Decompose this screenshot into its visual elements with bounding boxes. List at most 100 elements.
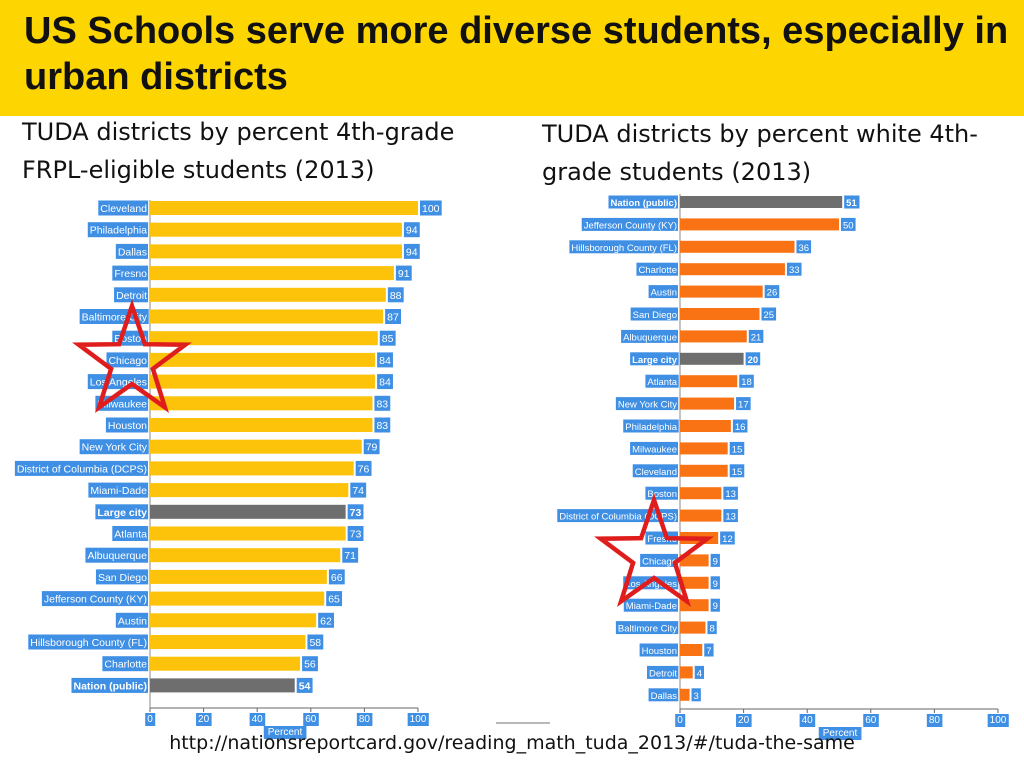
right-bar-charlotte <box>680 263 785 276</box>
left-label-bg-dallas <box>115 243 148 259</box>
left-value-bg-detroit <box>387 287 404 303</box>
right-value-bg-jefferson-county-ky <box>841 217 856 231</box>
right-bar-new-york-city <box>680 397 735 410</box>
right-value-hillsborough-county-fl: 36 <box>798 243 809 254</box>
right-bar-dallas <box>680 688 690 701</box>
left-label-jefferson-county-ky: Jefferson County (KY) <box>44 594 147 606</box>
star-annotation-left <box>72 298 192 413</box>
left-value-bg-charlotte <box>302 656 318 672</box>
right-bar-cleveland <box>680 464 728 477</box>
left-bar-cleveland <box>150 201 418 215</box>
left-value-detroit: 88 <box>390 290 402 302</box>
left-value-los-angeles: 84 <box>379 377 391 389</box>
left-label-bg-large-city <box>95 504 149 520</box>
left-tick-label-0: 0 <box>147 714 153 725</box>
right-x-axis-title-bg <box>818 727 862 740</box>
right-tick-bg-40 <box>799 714 816 727</box>
right-tick-label-60: 60 <box>865 715 877 726</box>
right-value-albuquerque: 21 <box>751 332 762 343</box>
right-label-los-angeles: Los Angeles <box>625 579 677 590</box>
right-bar-atlanta <box>680 375 738 388</box>
right-chart-title: TUDA districts by percent white 4th-grad… <box>542 120 978 186</box>
right-label-bg-dallas <box>648 688 679 702</box>
right-bar-hillsborough-county-fl <box>680 240 795 253</box>
left-label-district-of-columbia-dcps: District of Columbia (DCPS) <box>17 463 147 475</box>
right-value-fresno: 12 <box>722 534 733 545</box>
right-label-philadelphia: Philadelphia <box>625 422 677 433</box>
left-value-san-diego: 66 <box>331 572 343 584</box>
right-tick-bg-0 <box>675 714 686 727</box>
right-value-cleveland: 15 <box>732 467 743 478</box>
right-label-miami-dade: Miami-Dade <box>626 601 677 612</box>
right-bar-albuquerque <box>680 330 747 343</box>
left-bar-large-city <box>150 504 346 519</box>
right-label-bg-austin <box>648 285 678 299</box>
left-value-milwaukee: 83 <box>376 398 388 410</box>
right-label-detroit: Detroit <box>649 668 677 679</box>
left-value-philadelphia: 94 <box>406 225 418 237</box>
left-label-bg-detroit <box>114 287 149 303</box>
right-value-bg-philadelphia <box>732 419 748 433</box>
left-bar-jefferson-county-ky <box>150 591 325 606</box>
left-value-bg-hillsborough-county-fl <box>307 634 324 650</box>
right-value-bg-fresno <box>720 531 735 545</box>
right-value-bg-large-city <box>745 352 761 366</box>
right-bar-nation-public <box>680 196 843 208</box>
right-label-new-york-city: New York City <box>618 400 677 411</box>
left-value-chicago: 84 <box>379 355 391 367</box>
left-bar-nation-public <box>150 678 295 693</box>
right-value-houston: 7 <box>706 646 711 657</box>
left-value-district-of-columbia-dcps: 76 <box>358 463 370 475</box>
right-label-bg-albuquerque <box>621 329 678 343</box>
right-value-bg-atlanta <box>739 374 754 388</box>
right-value-district-of-columbia-dcps: 13 <box>725 512 736 523</box>
left-tick-bg-60 <box>303 713 319 726</box>
right-label-bg-miami-dade <box>623 598 678 612</box>
right-label-bg-milwaukee <box>630 441 678 455</box>
left-bar-fresno <box>150 266 394 281</box>
right-label-jefferson-county-ky: Jefferson County (KY) <box>584 220 677 231</box>
right-value-atlanta: 18 <box>741 377 752 388</box>
right-label-bg-chicago <box>640 553 678 567</box>
right-bar-philadelphia <box>680 420 731 432</box>
left-value-charlotte: 56 <box>304 659 316 671</box>
right-bar-milwaukee <box>680 442 728 455</box>
left-bar-houston <box>150 418 373 432</box>
left-label-austin: Austin <box>118 615 147 627</box>
right-value-bg-baltimore-city <box>707 621 717 635</box>
left-bar-miami-dade <box>150 483 349 498</box>
left-label-hillsborough-county-fl: Hillsborough County (FL) <box>30 637 147 649</box>
left-tick-bg-40 <box>249 713 266 726</box>
left-label-large-city: Large city <box>97 507 147 519</box>
left-value-austin: 62 <box>320 615 332 627</box>
right-value-los-angeles: 9 <box>713 579 718 590</box>
left-value-bg-baltimore-city <box>385 309 401 324</box>
left-label-nation-public: Nation (public) <box>74 680 148 692</box>
right-value-new-york-city: 17 <box>738 400 749 411</box>
right-label-bg-atlanta <box>645 374 679 388</box>
left-bar-boston <box>150 331 378 346</box>
right-value-dallas: 3 <box>694 691 699 702</box>
right-label-bg-charlotte <box>636 262 678 276</box>
left-bar-milwaukee <box>150 396 373 411</box>
right-label-bg-san-diego <box>630 307 678 321</box>
left-value-cleveland: 100 <box>422 203 440 215</box>
right-bar-los-angeles <box>680 576 709 589</box>
left-tick-label-100: 100 <box>410 714 427 725</box>
right-value-bg-detroit <box>694 665 705 679</box>
source-link[interactable]: http://nationsreportcard.gov/reading_mat… <box>169 732 855 754</box>
right-label-bg-philadelphia <box>623 419 679 433</box>
left-tick-bg-100 <box>407 713 429 726</box>
left-label-new-york-city: New York City <box>82 442 148 454</box>
left-label-bg-district-of-columbia-dcps <box>14 460 148 476</box>
left-value-houston: 83 <box>376 420 388 432</box>
right-value-baltimore-city: 8 <box>709 624 714 635</box>
right-value-bg-boston <box>723 486 738 500</box>
right-label-bg-cleveland <box>632 464 678 478</box>
left-label-bg-houston <box>105 417 149 433</box>
left-chart-title: TUDA districts by percent 4th-grade FRPL… <box>22 118 455 184</box>
left-label-bg-albuquerque <box>85 547 149 563</box>
right-tick-label-40: 40 <box>802 715 814 726</box>
right-label-albuquerque: Albuquerque <box>623 332 677 343</box>
